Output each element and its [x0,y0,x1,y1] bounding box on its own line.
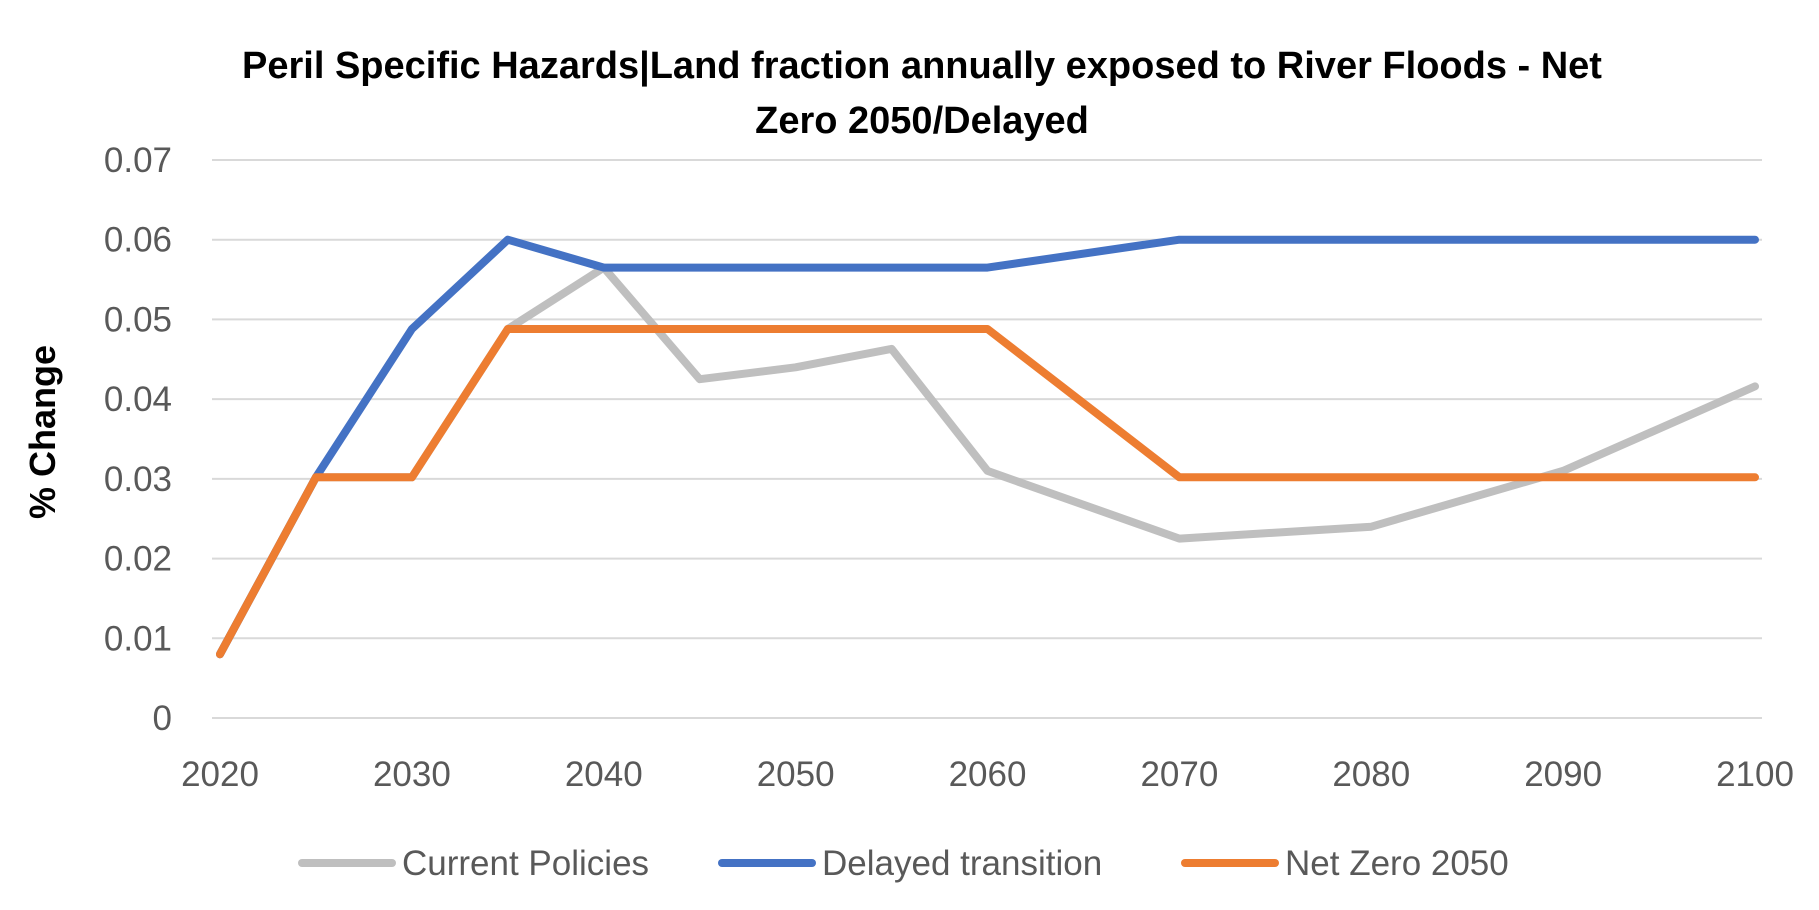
x-tick-label: 2060 [949,755,1027,794]
x-tick-label: 2020 [181,755,259,794]
gridlines [212,159,1762,719]
x-tick-label: 2050 [757,755,835,794]
x-tick-label: 2090 [1524,755,1602,794]
x-tick-label: 2100 [1716,755,1794,794]
y-axis-ticks: 0 0.01 0.02 0.03 0.04 0.05 0.06 0.07 [104,141,172,738]
x-tick-label: 2030 [373,755,451,794]
x-tick-label: 2040 [565,755,643,794]
y-axis-label: % Change [22,345,63,519]
series-line-delayed-transition [216,235,1759,659]
x-axis-ticks: 2020 2030 2040 2050 2060 2070 2080 2090 2100 [181,755,1794,794]
y-tick-label: 0.03 [104,460,172,499]
legend: Current Policies Delayed transition Net Ze… [298,844,1509,883]
chart-title-line-1: Peril Specific Hazards|Land fraction ann… [242,45,1602,87]
y-tick-label: 0.07 [104,141,172,180]
legend-label-delayed-transition: Delayed transition [822,844,1102,883]
series-line-net-zero-2050 [216,325,1759,659]
legend-label-current-policies: Current Policies [402,844,649,883]
y-tick-label: 0.05 [104,300,172,339]
legend-label-net-zero-2050: Net Zero 2050 [1285,844,1509,883]
y-tick-label: 0.06 [104,221,172,260]
y-tick-label: 0.04 [104,380,172,419]
series-lines [216,235,1759,659]
y-tick-label: 0 [153,699,172,738]
x-tick-label: 2070 [1140,755,1218,794]
x-tick-label: 2080 [1332,755,1410,794]
chart-title-line-2: Zero 2050/Delayed [755,100,1089,142]
y-tick-label: 0.01 [104,619,172,658]
y-tick-label: 0.02 [104,540,172,579]
